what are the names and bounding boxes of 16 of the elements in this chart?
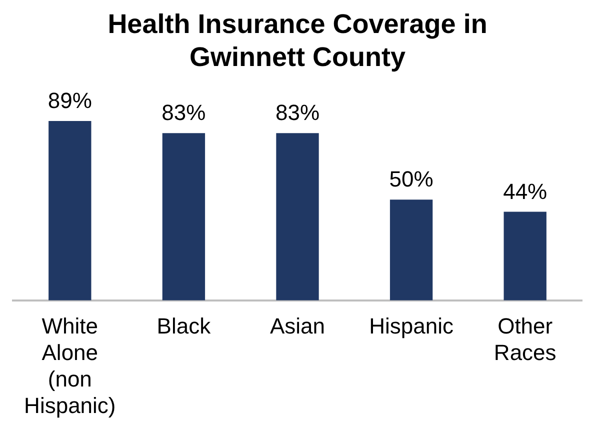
data-label: 50% [389,166,434,192]
data-label: 89% [48,88,92,114]
x-tick-label: Black [156,314,212,339]
x-tick-label: Hispanic [369,314,454,339]
bar [48,121,92,300]
data-label: 44% [503,178,548,204]
data-label: 83% [275,100,320,126]
data-label: 83% [162,100,206,126]
bar [276,133,319,300]
bar [504,212,546,300]
x-tick-label: Other Races [494,314,556,366]
bar [390,200,433,300]
bar [162,133,206,300]
x-tick-label: Asian [270,314,326,339]
chart-title: Health Insurance Coverage in Gwinnett County [106,8,488,74]
x-tick-label: White Alone (non Hispanic) [24,314,116,418]
